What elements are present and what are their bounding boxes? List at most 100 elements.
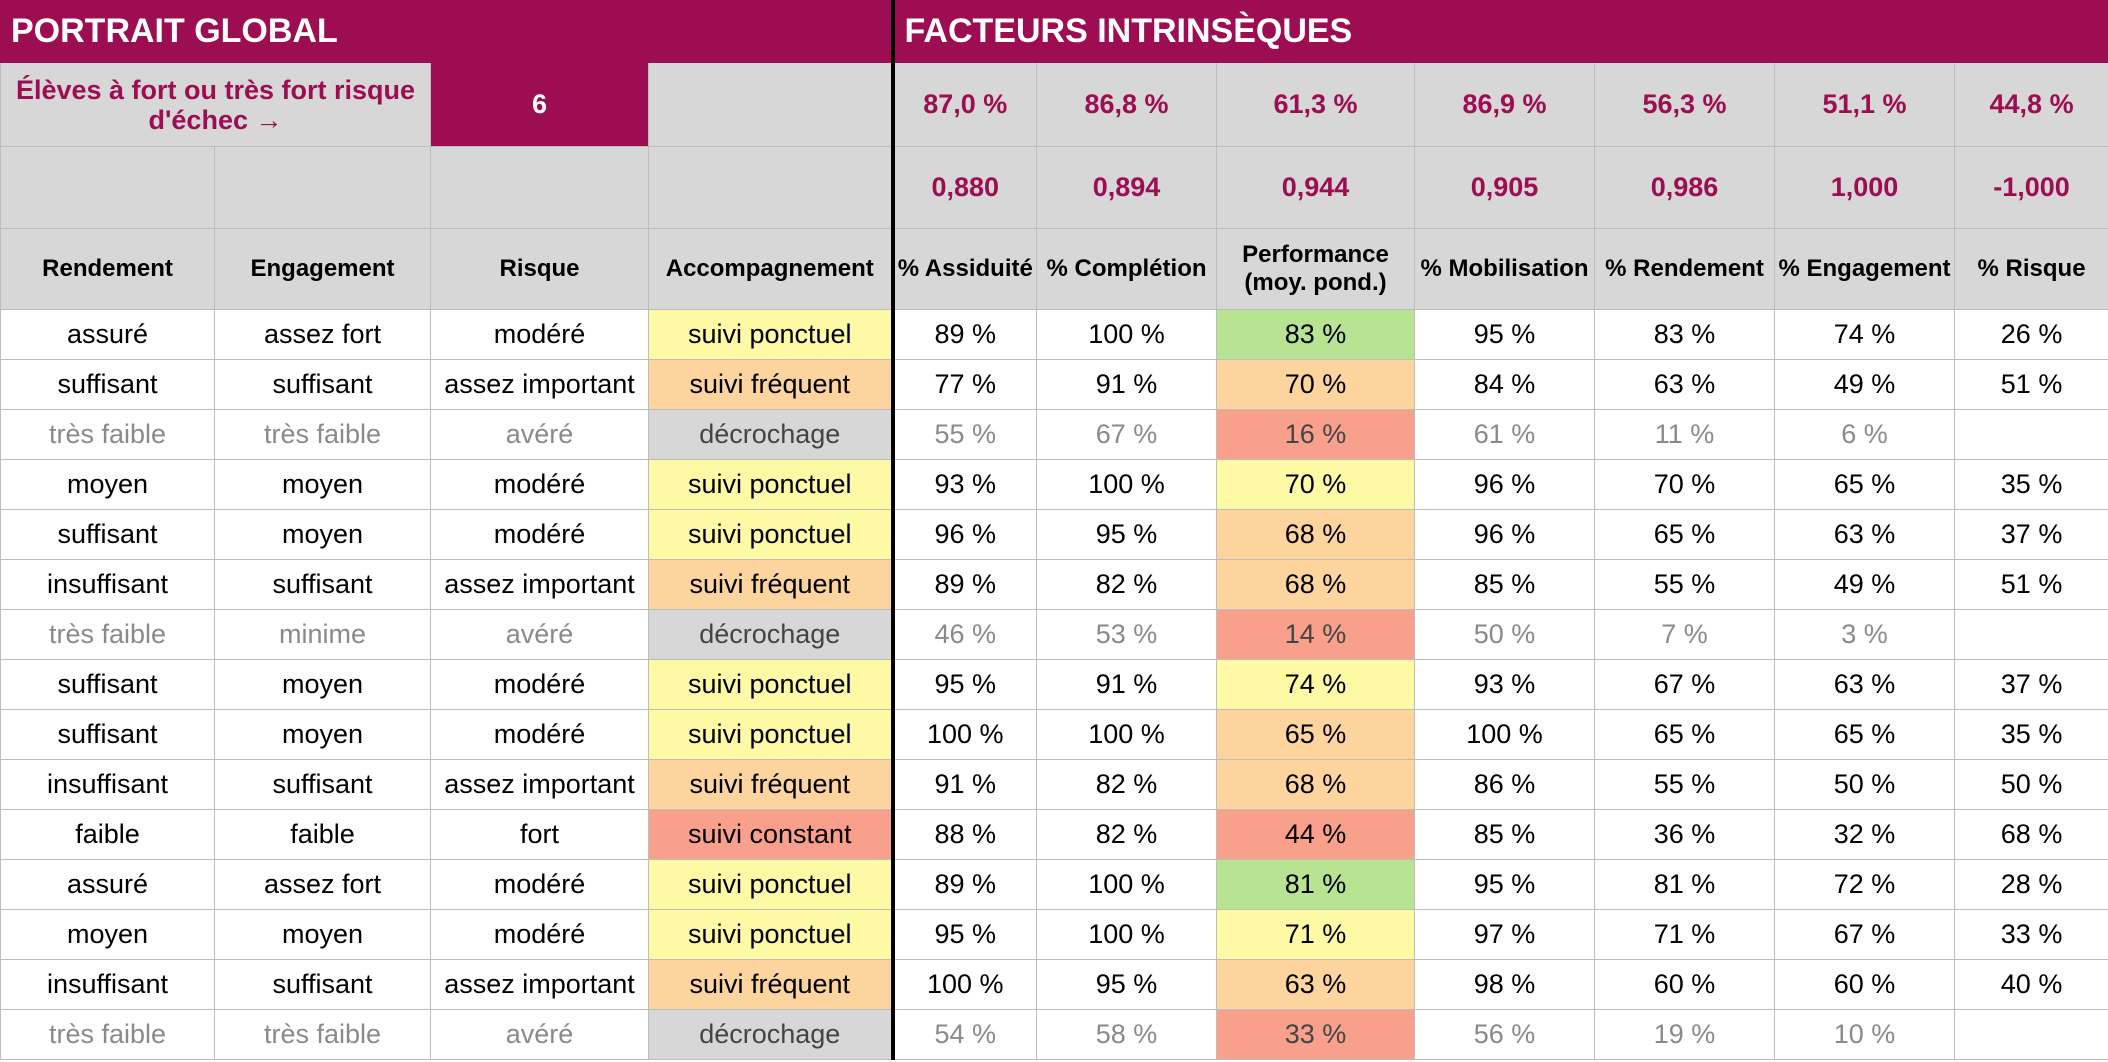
rendement-cell[interactable]: très faible [0,409,215,460]
pct-engagement-cell[interactable]: 67 % [1774,909,1956,960]
pct-completion-cell[interactable]: 67 % [1036,409,1218,460]
pct-cell[interactable]: 61,3 % [1216,62,1416,147]
pct-assiduite-cell[interactable]: 54 % [890,1009,1038,1060]
risque-cell[interactable]: modéré [430,459,649,510]
engagement-cell[interactable]: suffisant [214,759,431,810]
pct-mobilisation-cell[interactable]: 95 % [1414,309,1596,360]
rendement-cell[interactable]: suffisant [0,359,215,410]
performance-cell[interactable]: 65 % [1216,709,1416,760]
pct-risque-cell[interactable]: 37 % [1954,659,2108,710]
performance-cell[interactable]: 81 % [1216,859,1416,910]
pct-engagement-cell[interactable]: 63 % [1774,659,1956,710]
risque-cell[interactable]: modéré [430,659,649,710]
rendement-cell[interactable]: suffisant [0,709,215,760]
pct-mobilisation-cell[interactable]: 85 % [1414,559,1596,610]
engagement-cell[interactable]: moyen [214,909,431,960]
pct-rendement-cell[interactable]: 71 % [1594,909,1776,960]
risque-cell[interactable]: modéré [430,909,649,960]
engagement-cell[interactable]: suffisant [214,559,431,610]
risque-cell[interactable]: assez important [430,759,649,810]
pct-mobilisation-cell[interactable]: 93 % [1414,659,1596,710]
rendement-cell[interactable]: insuffisant [0,959,215,1010]
pct-rendement-cell[interactable]: 36 % [1594,809,1776,860]
risque-cell[interactable]: assez important [430,959,649,1010]
performance-cell[interactable]: 68 % [1216,559,1416,610]
pct-engagement-cell[interactable]: 49 % [1774,559,1956,610]
pct-rendement-cell[interactable]: 11 % [1594,409,1776,460]
pct-risque-cell[interactable] [1954,609,2108,660]
pct-risque-cell[interactable]: 50 % [1954,759,2108,810]
performance-cell[interactable]: 70 % [1216,359,1416,410]
at-risk-label-cell[interactable]: Élèves à fort ou très fort risque d'éche… [0,62,431,147]
accompagnement-cell[interactable]: décrochage [647,609,894,660]
pct-rendement-cell[interactable]: 67 % [1594,659,1776,710]
pct-risque-cell[interactable]: 26 % [1954,309,2108,360]
pct-mobilisation-cell[interactable]: 98 % [1414,959,1596,1010]
performance-cell[interactable]: 33 % [1216,1009,1416,1060]
performance-cell[interactable]: 44 % [1216,809,1416,860]
pct-mobilisation-cell[interactable]: 96 % [1414,509,1596,560]
risque-cell[interactable]: fort [430,809,649,860]
risque-cell[interactable]: modéré [430,509,649,560]
column-header-pct-engagement[interactable]: % Engagement [1774,228,1956,310]
pct-engagement-cell[interactable]: 50 % [1774,759,1956,810]
empty-cell[interactable] [647,62,894,147]
performance-cell[interactable]: 63 % [1216,959,1416,1010]
empty-cell[interactable] [430,146,649,229]
pct-risque-cell[interactable]: 28 % [1954,859,2108,910]
pct-engagement-cell[interactable]: 10 % [1774,1009,1956,1060]
pct-mobilisation-cell[interactable]: 97 % [1414,909,1596,960]
pct-assiduite-cell[interactable]: 88 % [890,809,1038,860]
at-risk-count-cell[interactable]: 6 [430,62,649,147]
performance-cell[interactable]: 68 % [1216,509,1416,560]
engagement-cell[interactable]: assez fort [214,859,431,910]
pct-assiduite-cell[interactable]: 95 % [890,659,1038,710]
pct-engagement-cell[interactable]: 65 % [1774,459,1956,510]
pct-mobilisation-cell[interactable]: 50 % [1414,609,1596,660]
pct-risque-cell[interactable]: 37 % [1954,509,2108,560]
pct-cell[interactable]: 86,9 % [1414,62,1596,147]
column-header-risque[interactable]: Risque [430,228,649,310]
pct-rendement-cell[interactable]: 65 % [1594,509,1776,560]
rendement-cell[interactable]: insuffisant [0,759,215,810]
engagement-cell[interactable]: suffisant [214,359,431,410]
pct-mobilisation-cell[interactable]: 95 % [1414,859,1596,910]
pct-engagement-cell[interactable]: 74 % [1774,309,1956,360]
pct-completion-cell[interactable]: 82 % [1036,559,1218,610]
performance-cell[interactable]: 74 % [1216,659,1416,710]
accompagnement-cell[interactable]: suivi fréquent [647,959,894,1010]
column-header-rendement[interactable]: Rendement [0,228,215,310]
column-header-performance[interactable]: Performance (moy. pond.) [1216,228,1416,310]
pct-assiduite-cell[interactable]: 55 % [890,409,1038,460]
risque-cell[interactable]: avéré [430,609,649,660]
engagement-cell[interactable]: minime [214,609,431,660]
engagement-cell[interactable]: moyen [214,659,431,710]
pct-completion-cell[interactable]: 100 % [1036,859,1218,910]
rendement-cell[interactable]: assuré [0,309,215,360]
pct-risque-cell[interactable]: 35 % [1954,709,2108,760]
pct-cell[interactable]: 44,8 % [1954,62,2108,147]
pct-completion-cell[interactable]: 91 % [1036,359,1218,410]
engagement-cell[interactable]: moyen [214,459,431,510]
performance-cell[interactable]: 70 % [1216,459,1416,510]
performance-cell[interactable]: 16 % [1216,409,1416,460]
rendement-cell[interactable]: faible [0,809,215,860]
pct-completion-cell[interactable]: 58 % [1036,1009,1218,1060]
pct-risque-cell[interactable] [1954,409,2108,460]
rendement-cell[interactable]: suffisant [0,659,215,710]
pct-risque-cell[interactable]: 68 % [1954,809,2108,860]
risque-cell[interactable]: assez important [430,559,649,610]
empty-cell[interactable] [647,146,894,229]
pct-assiduite-cell[interactable]: 96 % [890,509,1038,560]
accompagnement-cell[interactable]: suivi ponctuel [647,459,894,510]
performance-cell[interactable]: 14 % [1216,609,1416,660]
empty-cell[interactable] [0,146,215,229]
pct-rendement-cell[interactable]: 65 % [1594,709,1776,760]
pct-mobilisation-cell[interactable]: 56 % [1414,1009,1596,1060]
engagement-cell[interactable]: moyen [214,709,431,760]
performance-cell[interactable]: 68 % [1216,759,1416,810]
pct-engagement-cell[interactable]: 6 % [1774,409,1956,460]
accompagnement-cell[interactable]: décrochage [647,1009,894,1060]
performance-cell[interactable]: 83 % [1216,309,1416,360]
pct-engagement-cell[interactable]: 60 % [1774,959,1956,1010]
